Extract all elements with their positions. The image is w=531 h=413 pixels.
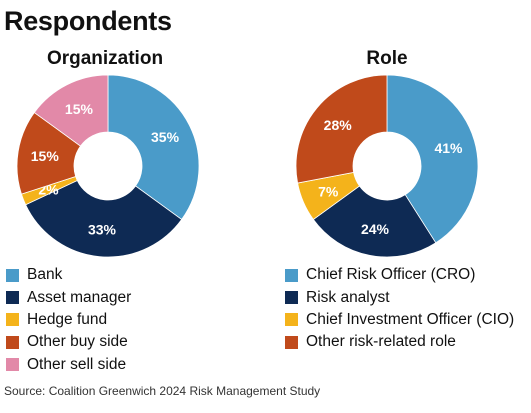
organization-slice-label-other-buy-side: 15% [31,148,60,164]
role-legend-item-risk-analyst: Risk analyst [285,286,514,308]
role-slice-label-chief-risk-officer-cro: 41% [434,140,463,156]
role-legend-label: Chief Investment Officer (CIO) [306,310,515,328]
organization-slice-label-other-sell-side: 15% [65,101,94,117]
role-legend-label: Other risk-related role [306,333,456,351]
organization-legend-label: Bank [27,266,63,284]
role-legend-label: Risk analyst [306,288,390,306]
role-legend-swatch [285,291,298,305]
role-legend-label: Chief Risk Officer (CRO) [306,266,476,284]
organization-legend-label: Other sell side [27,355,127,373]
organization-legend-item-asset-manager: Asset manager [6,286,131,308]
role-legend-swatch [285,313,298,327]
role-slice-other-risk-related-role [295,74,388,184]
chart-title: Respondents [4,6,172,36]
role-legend-item-other-risk-related-role: Other risk-related role [285,331,514,353]
organization-legend-item-bank: Bank [6,264,131,286]
organization-slice-label-asset-manager: 33% [88,222,117,238]
organization-legend-item-other-sell-side: Other sell side [6,354,131,376]
organization-legend-swatch [6,313,19,327]
organization-legend-swatch [6,358,19,372]
organization-legend-swatch [6,268,19,282]
role-legend: Chief Risk Officer (CRO) Risk analyst Chie… [285,264,514,354]
role-legend-swatch [285,268,298,282]
organization-donut-chart: 35%33%2%15%15% [16,74,200,258]
role-legend-swatch [285,335,298,349]
organization-legend-item-other-buy-side: Other buy side [6,331,131,353]
source-note: Source: Coalition Greenwich 2024 Risk Ma… [4,384,321,398]
role-slice-label-chief-investment-officer-cio: 7% [318,183,339,199]
organization-legend-item-hedge-fund: Hedge fund [6,309,131,331]
organization-slice-label-bank: 35% [151,129,180,145]
organization-legend-label: Other buy side [27,333,128,351]
organization-legend-swatch [6,291,19,305]
organization-legend-label: Hedge fund [27,310,108,328]
role-donut-chart: 41% 24% 7% 28% [295,74,479,258]
organization-chart-title: Organization [46,48,164,69]
organization-legend-label: Asset manager [27,288,132,306]
role-slice-chief-risk-officer-cro [386,74,479,244]
role-chart-title: Role [366,48,408,69]
role-slice-label-other-risk-related-role: 28% [324,117,353,133]
organization-slice-other-sell-side [33,74,109,147]
role-slice-risk-analyst [312,185,437,258]
role-slice-label-risk-analyst: 24% [361,221,390,237]
organization-slice-asset-manager [25,179,183,258]
role-legend-item-chief-risk-officer-cro: Chief Risk Officer (CRO) [285,264,514,286]
organization-legend-swatch [6,335,19,349]
organization-slice-bank [107,74,200,221]
role-legend-item-chief-investment-officer-cio: Chief Investment Officer (CIO) [285,309,514,331]
organization-legend: Bank Asset manager Hedge fund Other buy sid… [6,264,131,376]
